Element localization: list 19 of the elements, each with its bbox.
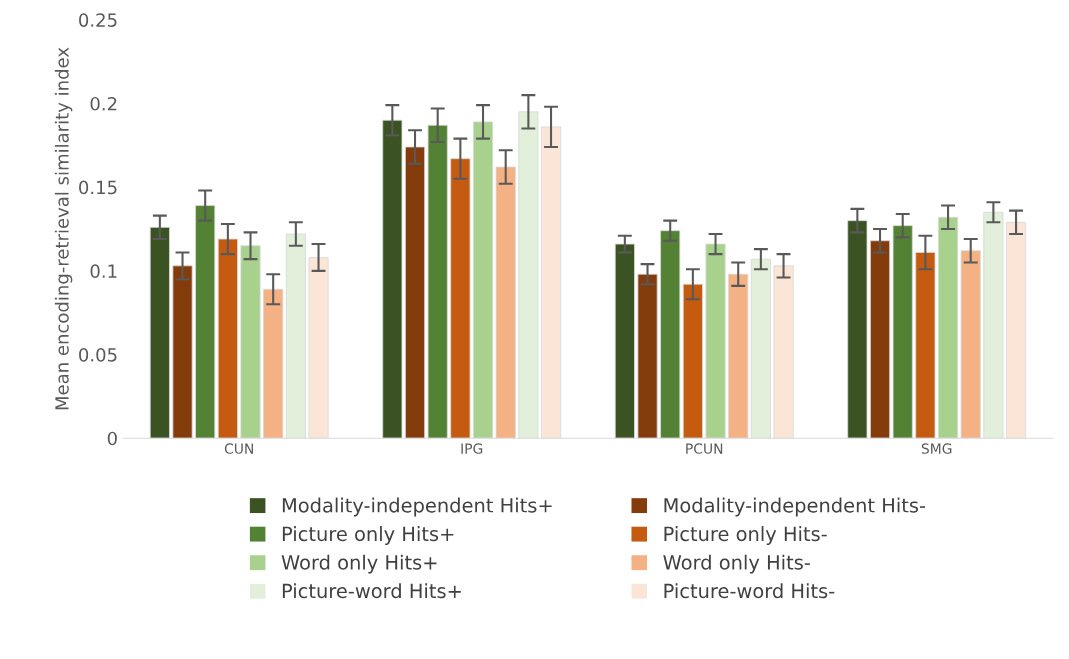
legend-label: Picture-word Hits+	[282, 583, 461, 599]
legend-label: Picture only Hits-	[664, 526, 827, 545]
legend-label: Word only Hits+	[281, 554, 437, 574]
y-tick-label: 0.15	[79, 180, 117, 195]
x-tick-label: SMG	[921, 443, 952, 454]
legend-label: Modality-independent Hits-	[664, 497, 926, 517]
y-axis-title: Mean encoding-retrieval similarity index	[54, 47, 73, 410]
y-tick-label: 0.2	[90, 96, 117, 111]
y-tick-label: 0.05	[79, 348, 117, 362]
y-tick-label: 0.1	[90, 264, 117, 278]
legend-label: Modality-independent Hits+	[282, 497, 552, 517]
x-tick-label: PCUN	[686, 443, 723, 454]
legend-label: Word only Hits-	[663, 554, 810, 574]
legend-label: Picture-word Hits-	[664, 583, 835, 599]
y-tick-label: 0	[107, 431, 117, 446]
x-tick-label: IPG	[461, 443, 483, 454]
x-tick-label: CUN	[224, 443, 253, 454]
y-tick-label: 0.25	[79, 13, 117, 27]
legend-label: Picture only Hits+	[282, 526, 454, 545]
